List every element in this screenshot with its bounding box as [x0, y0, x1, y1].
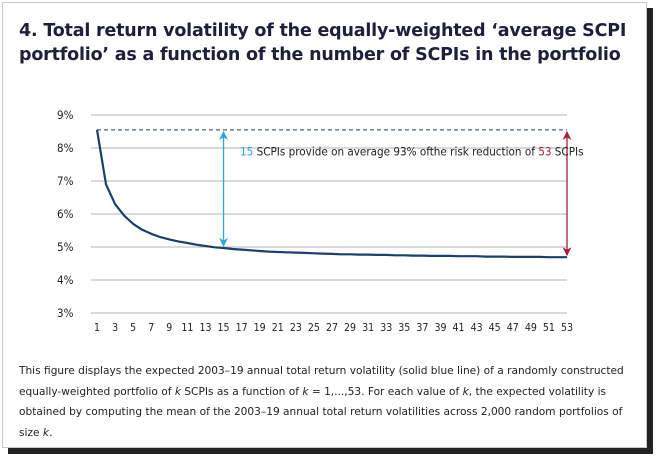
caption-text-4: , the expected volatility is obtained by…: [19, 385, 623, 439]
y-tick-label: 8%: [57, 141, 74, 155]
x-tick-label: 39: [434, 322, 446, 334]
caption-k-1: k: [174, 385, 181, 398]
caption-k-3: k: [462, 385, 469, 398]
x-tick-label: 31: [362, 322, 374, 334]
figure-title: 4. Total return volatility of the equall…: [19, 21, 627, 65]
x-tick-label: 33: [380, 322, 392, 334]
x-tick-label: 37: [416, 322, 428, 334]
x-tick-label: 11: [181, 322, 193, 334]
x-tick-label: 51: [543, 322, 555, 334]
x-tick-label: 23: [290, 322, 302, 334]
x-tick-label: 19: [254, 322, 266, 334]
figure-caption: This figure displays the expected 2003–1…: [19, 361, 639, 443]
x-tick-label: 13: [199, 322, 211, 334]
x-tick-label: 35: [398, 322, 410, 334]
x-tick-label: 17: [236, 322, 248, 334]
annotation-number-15: 15: [240, 144, 253, 158]
x-tick-label: 29: [344, 322, 356, 334]
x-tick-label: 5: [130, 322, 136, 334]
x-tick-label: 3: [112, 322, 118, 334]
annotation-number-53: 53: [538, 144, 551, 158]
caption-text-1: This figure displays the expected 2003–1…: [19, 365, 624, 398]
x-tick-label: 41: [453, 322, 465, 334]
volatility-series-line: [95, 129, 567, 259]
y-tick-label: 7%: [57, 174, 74, 188]
x-tick-label: 49: [525, 322, 537, 334]
y-tick-label: 4%: [57, 273, 74, 287]
caption-text-5: .: [49, 426, 53, 439]
annotation-text-middle: SCPIs provide on average 93% ofthe risk …: [253, 144, 538, 158]
x-tick-label: 1: [94, 322, 100, 334]
y-tick-label: 6%: [57, 207, 74, 221]
x-tick-label: 45: [489, 322, 501, 334]
annotation-text-end: SCPIs: [551, 144, 583, 158]
x-tick-label: 27: [326, 322, 338, 334]
x-tick-label: 25: [308, 322, 320, 334]
caption-text-2: SCPIs as a function of: [180, 385, 303, 398]
x-tick-label: 9: [166, 322, 172, 334]
annotation-text: 15 SCPIs provide on average 93% ofthe ri…: [240, 144, 584, 158]
caption-k-4: k: [42, 426, 50, 439]
y-tick-label: 9%: [57, 108, 74, 122]
figure-card: 4. Total return volatility of the equall…: [2, 2, 647, 448]
x-tick-label: 53: [561, 322, 573, 334]
x-tick-label: 7: [148, 322, 154, 334]
x-tick-label: 47: [507, 322, 519, 334]
y-tick-label: 5%: [57, 240, 74, 254]
y-tick-label: 3%: [57, 306, 74, 320]
volatility-line-chart: 3%4%5%6%7%8%9%1 3 5 7 9 11 13 15 17 19 21 23 25 27 29 3…: [57, 108, 584, 334]
x-tick-label: 21: [272, 322, 284, 334]
caption-text-3: = 1,...,53. For each value of: [308, 385, 463, 398]
x-tick-label: 43: [471, 322, 483, 334]
x-tick-label: 15: [218, 322, 230, 334]
caption-k-2: k: [302, 385, 309, 398]
